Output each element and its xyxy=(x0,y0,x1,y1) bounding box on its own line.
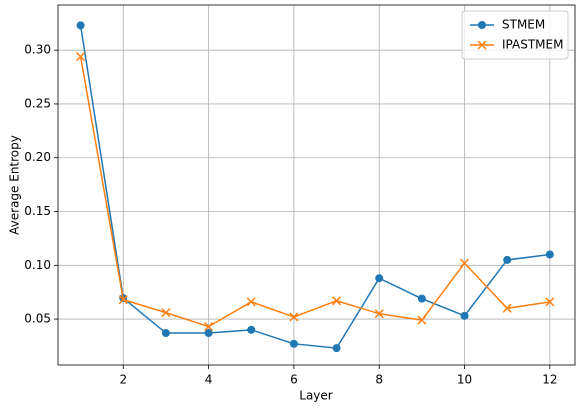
x-tick-label: 8 xyxy=(375,373,383,387)
y-tick-label: 0.15 xyxy=(24,204,51,218)
data-point xyxy=(460,311,469,320)
data-point xyxy=(246,297,256,307)
data-point xyxy=(289,339,298,348)
x-tick-label: 4 xyxy=(205,373,213,387)
data-point xyxy=(545,250,554,259)
data-point xyxy=(374,309,384,319)
data-point xyxy=(76,21,85,30)
data-point xyxy=(417,315,427,325)
series-line xyxy=(79,25,550,349)
legend-box xyxy=(461,10,569,60)
data-point xyxy=(247,325,256,334)
x-tick-label: 6 xyxy=(290,373,298,387)
x-tick-label: 10 xyxy=(457,373,472,387)
legend-marker xyxy=(477,40,487,50)
data-point xyxy=(417,294,426,303)
data-point xyxy=(503,255,512,264)
data-point xyxy=(76,52,86,62)
legend-label: STMEM xyxy=(502,18,545,32)
data-point xyxy=(204,329,213,338)
x-axis-label: Layer xyxy=(299,389,333,403)
data-point xyxy=(118,295,128,305)
data-point xyxy=(161,329,170,338)
data-point xyxy=(161,308,171,318)
data-point xyxy=(502,303,512,313)
data-point xyxy=(545,297,555,307)
plot-frame xyxy=(57,4,576,366)
data-point xyxy=(375,274,384,283)
data-point xyxy=(204,322,214,332)
y-tick-label: 0.10 xyxy=(24,258,51,272)
y-tick-label: 0.25 xyxy=(24,96,51,110)
legend-marker xyxy=(478,21,486,29)
y-tick-label: 0.30 xyxy=(24,43,51,57)
x-tick-label: 2 xyxy=(119,373,127,387)
series-line xyxy=(79,56,550,328)
y-tick-label: 0.05 xyxy=(24,312,51,326)
data-point xyxy=(459,258,470,268)
x-tick-label: 12 xyxy=(542,373,557,387)
data-point xyxy=(332,296,342,306)
y-axis-label: Average Entropy xyxy=(8,135,22,235)
data-point xyxy=(332,344,341,353)
data-point xyxy=(289,312,299,322)
legend-label: IPASTMEM xyxy=(502,38,563,52)
y-tick-label: 0.20 xyxy=(24,150,51,164)
